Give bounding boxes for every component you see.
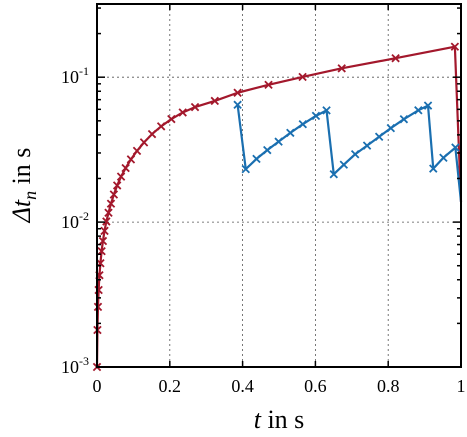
series-0-point [126, 155, 136, 164]
series-1-point [241, 164, 251, 174]
y-tick-label-exponent: -1 [79, 64, 89, 78]
y-tick-label-base: 10 [61, 212, 79, 232]
label-layer: 0 0.2 0.4 0.6 0.8 110-310-210-1 [61, 64, 466, 396]
series-0-point [450, 42, 460, 51]
series-1-point [286, 128, 295, 138]
y-axis-label-var: Δt [7, 199, 36, 223]
y-tick-label-exponent: -2 [79, 209, 89, 223]
series-1-point [386, 123, 396, 133]
series-1-point [339, 160, 349, 169]
tick-layer [96, 4, 462, 368]
series-0-point [98, 236, 108, 246]
x-tick-label: 0.2 [159, 376, 182, 396]
series-1-point [423, 101, 433, 110]
x-axis-label: t in s [254, 405, 305, 434]
series-0-point [233, 88, 242, 97]
series-0-point [167, 114, 176, 124]
y-tick-label: 10-2 [61, 209, 89, 232]
series-1-point [374, 132, 384, 142]
series-0-point [391, 53, 400, 63]
series-1-point [399, 114, 409, 124]
series-0-point [121, 163, 130, 173]
series-1-point [439, 153, 448, 162]
series-0-point [210, 96, 220, 106]
series-0-point [147, 129, 157, 139]
series-0-point [112, 181, 122, 190]
series-1-point [274, 137, 283, 146]
series-1-point [263, 145, 272, 155]
series-0-point [104, 208, 113, 217]
series-layer [92, 42, 463, 372]
series-1-point [414, 106, 423, 115]
x-tick-label: 0.6 [304, 376, 327, 396]
x-axis-label-var: t [254, 405, 262, 434]
series-0-point [190, 102, 200, 112]
y-tick-label: 10-1 [61, 64, 89, 87]
series-0-point [100, 226, 109, 236]
series-1-point [311, 111, 321, 121]
series-0-point [298, 72, 307, 82]
series-0-point [264, 80, 273, 90]
series-0-point [337, 64, 346, 73]
series-1-point [451, 143, 460, 152]
series-0-point [156, 122, 166, 131]
y-tick-label-base: 10 [61, 67, 79, 87]
y-tick-label-base: 10 [61, 357, 79, 377]
series-0-point [178, 108, 187, 117]
series-0-point [116, 172, 126, 181]
series-0-line [95, 45, 463, 368]
series-0-point [132, 146, 142, 156]
series-0-point [139, 138, 149, 147]
series-1-point [322, 106, 331, 115]
x-axis-label-suffix: in s [261, 405, 304, 434]
series-1-point [233, 100, 242, 110]
series-1-point [252, 154, 261, 164]
x-tick-label: 0.4 [231, 376, 254, 396]
y-tick-label-exponent: -3 [79, 354, 89, 368]
y-axis-label-sub: n [20, 191, 40, 200]
y-axis-label: Δtn in s [7, 148, 40, 224]
series-1-point [329, 169, 339, 179]
series-1-point [298, 119, 308, 129]
series-0-point [102, 217, 111, 226]
y-axis-label-suffix: in s [7, 148, 36, 191]
grid-layer [97, 4, 461, 367]
series-1-point [362, 141, 372, 150]
series-0-point [106, 199, 116, 208]
y-tick-label: 10-3 [61, 354, 89, 377]
x-tick-label: 1 [457, 376, 466, 396]
x-tick-label: 0 [93, 376, 102, 396]
x-tick-label: 0.8 [377, 376, 400, 396]
series-0-point [109, 190, 119, 199]
series-1-point [350, 149, 360, 159]
series-1-line [236, 104, 463, 202]
plot-frame [96, 3, 462, 368]
series-1-point [429, 164, 438, 173]
